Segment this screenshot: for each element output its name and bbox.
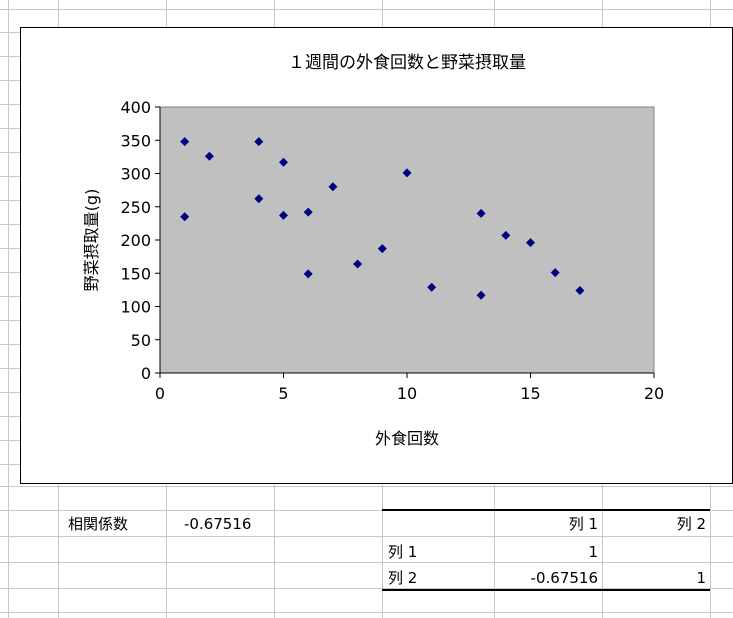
plot-area bbox=[159, 106, 655, 374]
matrix-header-col2: 列 2 bbox=[676, 515, 706, 533]
scatter-chart: １週間の外食回数と野菜摂取量 0 50 100 150 200 250 300 350 400 0 5… bbox=[82, 53, 664, 448]
chart-title: １週間の外食回数と野菜摂取量 bbox=[288, 53, 526, 73]
data-point bbox=[180, 137, 190, 147]
data-point bbox=[353, 259, 363, 269]
y-axis-label: 野菜摂取量(g) bbox=[82, 189, 101, 292]
data-point bbox=[550, 268, 560, 278]
matrix-header-col1: 列 1 bbox=[568, 515, 598, 533]
data-point bbox=[427, 282, 437, 292]
y-tick-label: 200 bbox=[120, 231, 151, 250]
data-point bbox=[377, 244, 387, 254]
y-tick-label: 0 bbox=[141, 364, 151, 383]
chart-object[interactable]: １週間の外食回数と野菜摂取量 0 50 100 150 200 250 300 350 400 0 5… bbox=[20, 27, 733, 484]
x-axis-label: 外食回数 bbox=[375, 429, 439, 448]
y-tick-label: 400 bbox=[120, 98, 151, 117]
x-tick-label: 15 bbox=[520, 384, 540, 403]
y-tick-label: 350 bbox=[120, 131, 151, 150]
data-point bbox=[328, 182, 338, 192]
y-tick-label: 300 bbox=[120, 165, 151, 184]
data-point bbox=[402, 168, 412, 178]
matrix-cell: 1 bbox=[696, 569, 706, 587]
x-tick-label: 5 bbox=[278, 384, 288, 403]
data-point bbox=[526, 238, 535, 248]
y-tick-label: 250 bbox=[120, 198, 151, 217]
data-point bbox=[279, 157, 288, 167]
correlation-value: -0.67516 bbox=[184, 515, 252, 533]
x-tick-label: 20 bbox=[644, 384, 664, 403]
data-point bbox=[303, 269, 313, 279]
data-point bbox=[476, 208, 486, 218]
data-point bbox=[501, 230, 511, 240]
x-tick-label: 10 bbox=[397, 384, 417, 403]
y-tick-label: 50 bbox=[131, 331, 151, 350]
data-point bbox=[476, 290, 486, 300]
y-tick-label: 100 bbox=[120, 298, 151, 317]
data-point bbox=[204, 151, 214, 161]
x-tick-label: 0 bbox=[155, 384, 165, 403]
matrix-row-label: 列 1 bbox=[388, 543, 418, 561]
matrix-row-label: 列 2 bbox=[388, 569, 418, 587]
y-tick-label: 150 bbox=[120, 264, 151, 283]
data-point bbox=[303, 207, 313, 217]
matrix-cell: -0.67516 bbox=[530, 569, 598, 587]
matrix-cell: 1 bbox=[588, 543, 598, 561]
data-point bbox=[279, 210, 288, 220]
data-point bbox=[575, 286, 585, 296]
data-point bbox=[180, 212, 190, 222]
correlation-label: 相関係数 bbox=[68, 515, 129, 533]
